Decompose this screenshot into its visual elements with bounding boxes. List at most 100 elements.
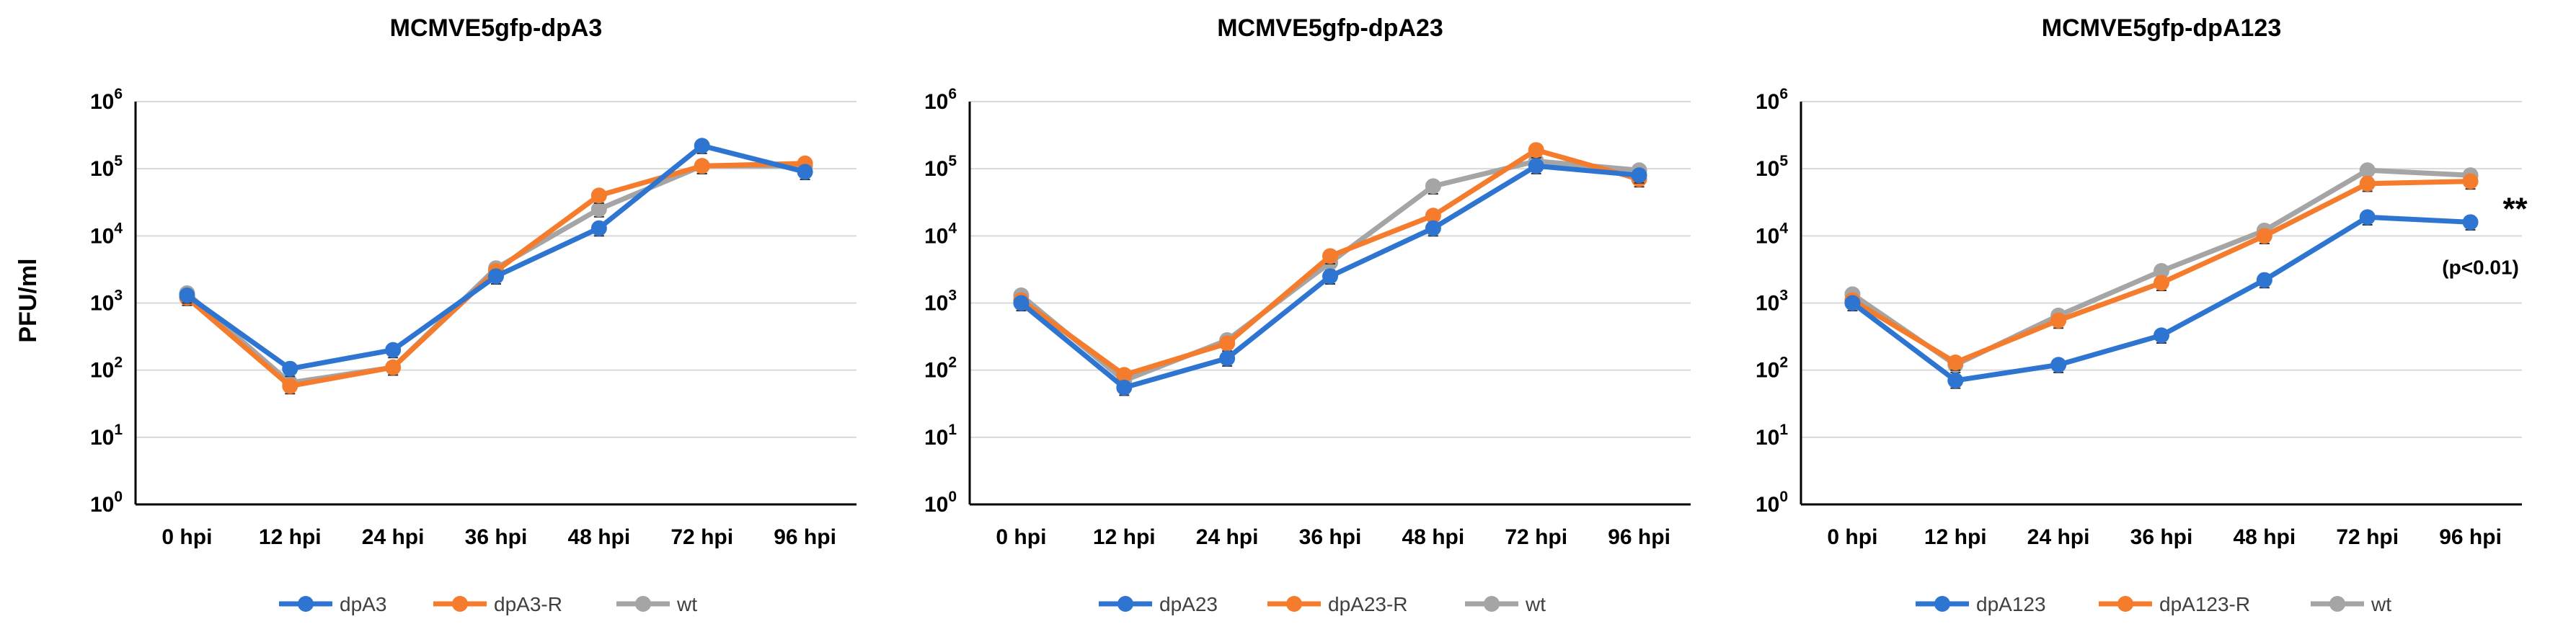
x-tick-label: 72 hpi bbox=[1505, 525, 1567, 549]
x-tick-label: 96 hpi bbox=[2439, 525, 2502, 549]
data-point bbox=[2050, 357, 2067, 373]
legend-label: dpA123 bbox=[1976, 593, 2046, 615]
series-line bbox=[185, 143, 806, 372]
legend-label: wt bbox=[2371, 593, 2391, 615]
legend-item-wt: wt bbox=[1465, 593, 1546, 615]
legend-item-dpA23-R: dpA23-R bbox=[1267, 593, 1408, 615]
legend-marker bbox=[298, 596, 314, 612]
data-point bbox=[1013, 295, 1030, 311]
legend-item-dpA23: dpA23 bbox=[1099, 593, 1218, 615]
y-tick-label: 106 bbox=[924, 86, 957, 114]
data-point bbox=[1425, 220, 1441, 236]
series-dpA23 bbox=[1013, 158, 1647, 396]
x-tick-label: 24 hpi bbox=[1196, 525, 1259, 549]
chart-panel-3: MCMVE5gfp-dpA123 100 101 102 103 104 105 106 0 h… bbox=[1756, 14, 2528, 615]
y-tick-label: 101 bbox=[924, 422, 957, 450]
x-tick-label: 36 hpi bbox=[465, 525, 528, 549]
data-point bbox=[2359, 162, 2376, 179]
data-point bbox=[2256, 228, 2272, 244]
y-tick-label: 102 bbox=[1756, 355, 1788, 383]
x-tick-label: 24 hpi bbox=[2027, 525, 2090, 549]
x-tick-label: 48 hpi bbox=[2234, 525, 2296, 549]
y-tick-label: 105 bbox=[90, 153, 123, 181]
y-tick-label: 104 bbox=[90, 220, 123, 248]
legend: dpA23 dpA23-R wt bbox=[1099, 593, 1546, 615]
x-tick-label: 96 hpi bbox=[1608, 525, 1670, 549]
legend-marker bbox=[452, 596, 468, 612]
x-tick-label: 48 hpi bbox=[568, 525, 631, 549]
series-dpA23-R bbox=[1013, 142, 1647, 383]
data-point bbox=[282, 360, 298, 377]
legend-label: dpA23-R bbox=[1328, 593, 1408, 615]
data-point bbox=[385, 359, 402, 375]
data-point bbox=[282, 378, 298, 394]
legend-label: wt bbox=[1525, 593, 1546, 615]
y-tick-label: 103 bbox=[924, 288, 957, 316]
data-point bbox=[1947, 355, 1964, 371]
chart-title: MCMVE5gfp-dpA123 bbox=[2042, 14, 2281, 42]
chart-title: MCMVE5gfp-dpA3 bbox=[390, 14, 603, 42]
data-point bbox=[2154, 327, 2169, 344]
data-point bbox=[694, 158, 710, 174]
x-tick-label: 72 hpi bbox=[670, 525, 733, 549]
legend-label: wt bbox=[676, 593, 697, 615]
chart-title: MCMVE5gfp-dpA23 bbox=[1217, 14, 1443, 42]
data-point bbox=[2154, 263, 2169, 280]
y-tick-label: 101 bbox=[1756, 422, 1788, 450]
legend-label: dpA3 bbox=[340, 593, 386, 615]
data-point bbox=[179, 287, 195, 303]
legend-marker bbox=[1934, 596, 1950, 612]
data-point bbox=[1116, 367, 1133, 383]
x-tick-label: 12 hpi bbox=[1093, 525, 1156, 549]
legend: dpA123 dpA123-R wt bbox=[1916, 593, 2391, 615]
legend-label: dpA3-R bbox=[494, 593, 562, 615]
data-point bbox=[1528, 142, 1544, 159]
y-tick-label: 105 bbox=[1756, 153, 1788, 181]
data-point bbox=[797, 164, 813, 180]
x-tick-label: 0 hpi bbox=[996, 525, 1046, 549]
y-tick-label: 102 bbox=[924, 355, 957, 383]
series-dpA123 bbox=[1844, 209, 2479, 389]
data-point bbox=[694, 138, 710, 154]
data-point bbox=[1425, 178, 1441, 195]
data-point bbox=[1219, 350, 1236, 367]
data-point bbox=[2154, 275, 2169, 291]
legend-item-wt: wt bbox=[616, 593, 697, 615]
legend-label: dpA123-R bbox=[2159, 593, 2250, 615]
legend-item-dpA3: dpA3 bbox=[279, 593, 386, 615]
p-value-label: (p<0.01) bbox=[2442, 256, 2519, 278]
data-point bbox=[488, 268, 504, 285]
x-tick-label: 0 hpi bbox=[1827, 525, 1877, 549]
legend-marker bbox=[1286, 596, 1302, 612]
x-tick-label: 72 hpi bbox=[2336, 525, 2399, 549]
y-tick-label: 105 bbox=[924, 153, 957, 181]
series-dpA123-R bbox=[1844, 173, 2479, 371]
data-point bbox=[1322, 248, 1338, 264]
x-tick-label: 36 hpi bbox=[1299, 525, 1362, 549]
x-tick-label: 96 hpi bbox=[774, 525, 836, 549]
legend-item-dpA123-R: dpA123-R bbox=[2099, 593, 2250, 615]
legend-item-wt: wt bbox=[2311, 593, 2391, 615]
y-tick-label: 100 bbox=[1756, 489, 1788, 517]
data-point bbox=[2359, 209, 2376, 226]
x-tick-label: 36 hpi bbox=[2130, 525, 2193, 549]
data-point bbox=[1116, 379, 1133, 396]
y-tick-label: 101 bbox=[90, 422, 123, 450]
data-point bbox=[1631, 167, 1647, 184]
legend-item-dpA123: dpA123 bbox=[1916, 593, 2046, 615]
chart-panel-2: MCMVE5gfp-dpA23 100 101 102 103 104 105 106 0 hp… bbox=[924, 14, 1691, 615]
data-point bbox=[2462, 173, 2479, 190]
x-tick-label: 48 hpi bbox=[1402, 525, 1465, 549]
series-dpA3 bbox=[179, 138, 813, 378]
data-point bbox=[1425, 208, 1441, 224]
data-point bbox=[590, 220, 607, 236]
chart-panel-1: MCMVE5gfp-dpA3 100 101 102 103 104 105 106 0 hpi… bbox=[90, 14, 857, 615]
legend-marker bbox=[2329, 596, 2345, 612]
x-tick-label: 12 hpi bbox=[259, 525, 322, 549]
panels: MCMVE5gfp-dpA3 100 101 102 103 104 105 106 0 hpi… bbox=[90, 14, 2528, 615]
y-tick-label: 100 bbox=[924, 489, 957, 517]
y-axis-label: PFU/ml bbox=[14, 258, 42, 342]
y-tick-label: 106 bbox=[1756, 86, 1788, 114]
x-tick-label: 24 hpi bbox=[362, 525, 425, 549]
